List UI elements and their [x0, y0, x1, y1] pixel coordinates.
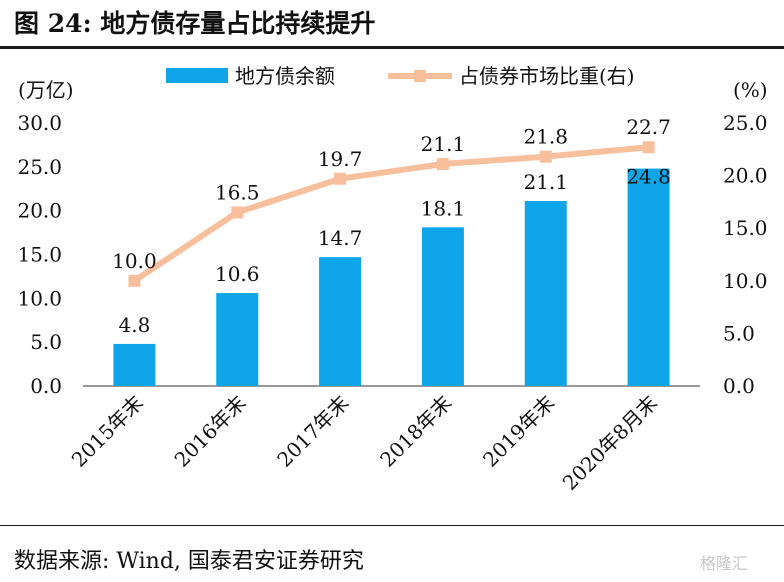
x-tick-label: 2019年末 [478, 391, 559, 472]
x-tick-label: 2017年末 [272, 391, 353, 472]
plot-area: 0.0 5.0 10.0 15.0 20.0 25.0 30.0 (万亿) 0.0 5.0 10.0… [17, 78, 767, 495]
line-data-label: 22.7 [626, 115, 671, 139]
source-note: 数据来源: Wind, 国泰君安证券研究 [14, 549, 364, 574]
y-right-tick-label: 10.0 [723, 269, 768, 293]
watermark: 格隆汇 [700, 554, 749, 573]
line-data-label: 19.7 [318, 147, 363, 171]
bar [524, 201, 567, 386]
bar-data-label: 4.8 [119, 313, 151, 337]
line-data-label: 21.8 [523, 125, 568, 149]
bar [216, 293, 259, 386]
chart: 0.0 5.0 10.0 15.0 20.0 25.0 30.0 (万亿) 0.0 5.0 10.0… [17, 64, 767, 495]
x-tick-label: 2018年末 [375, 391, 456, 472]
y-left-tick-label: 25.0 [17, 155, 62, 179]
y-left-tick-label: 0.0 [30, 374, 62, 398]
bar [319, 257, 362, 386]
y-right-tick-label: 0.0 [723, 374, 755, 398]
bar [421, 227, 464, 386]
line-data-label: 21.1 [421, 132, 466, 156]
y-left-tick-label: 20.0 [17, 199, 62, 223]
bar-data-label: 18.1 [421, 196, 466, 220]
line-series [131, 144, 652, 284]
line-data-label: 10.0 [112, 249, 157, 273]
bar-data-label: 21.1 [523, 170, 568, 194]
line-point [334, 172, 347, 185]
bar-data-label: 24.8 [626, 165, 671, 189]
legend-label-line: 占债券市场比重(右) [459, 64, 635, 88]
x-tick-label: 2020年8月末 [558, 391, 662, 495]
y-left-tick-label: 30.0 [17, 111, 62, 135]
line-point [231, 206, 244, 219]
y-right-tick-label: 25.0 [723, 111, 768, 135]
y-right-unit: (%) [733, 78, 768, 102]
line-point [436, 158, 449, 171]
legend-label-bar: 地方债余额 [235, 64, 335, 88]
legend: 地方债余额 占债券市场比重(右) [166, 64, 635, 88]
line-point [539, 150, 552, 163]
legend-swatch-bar [166, 68, 228, 83]
title-rule [0, 46, 784, 49]
bar-data-label: 10.6 [215, 262, 260, 286]
bar [113, 343, 156, 386]
source-rule [0, 525, 784, 526]
line-data-label: 16.5 [215, 180, 260, 204]
y-left-tick-label: 10.0 [17, 286, 62, 310]
y-right-tick-label: 5.0 [723, 321, 755, 345]
bar [627, 168, 670, 386]
x-tick-label: 2016年末 [170, 391, 251, 472]
y-left-unit: (万亿) [18, 78, 74, 102]
bar-data-label: 14.7 [318, 226, 363, 250]
y-right-tick-label: 20.0 [723, 164, 768, 188]
line-point [642, 141, 655, 154]
y-left-tick-label: 5.0 [30, 330, 62, 354]
x-tick-label: 2015年末 [67, 391, 148, 472]
line-point [128, 274, 141, 287]
y-left-tick-label: 15.0 [17, 243, 62, 267]
figure-title: 图 24: 地方债存量占比持续提升 [14, 9, 376, 38]
legend-swatch-marker [414, 70, 426, 82]
y-right-tick-label: 15.0 [723, 216, 768, 240]
